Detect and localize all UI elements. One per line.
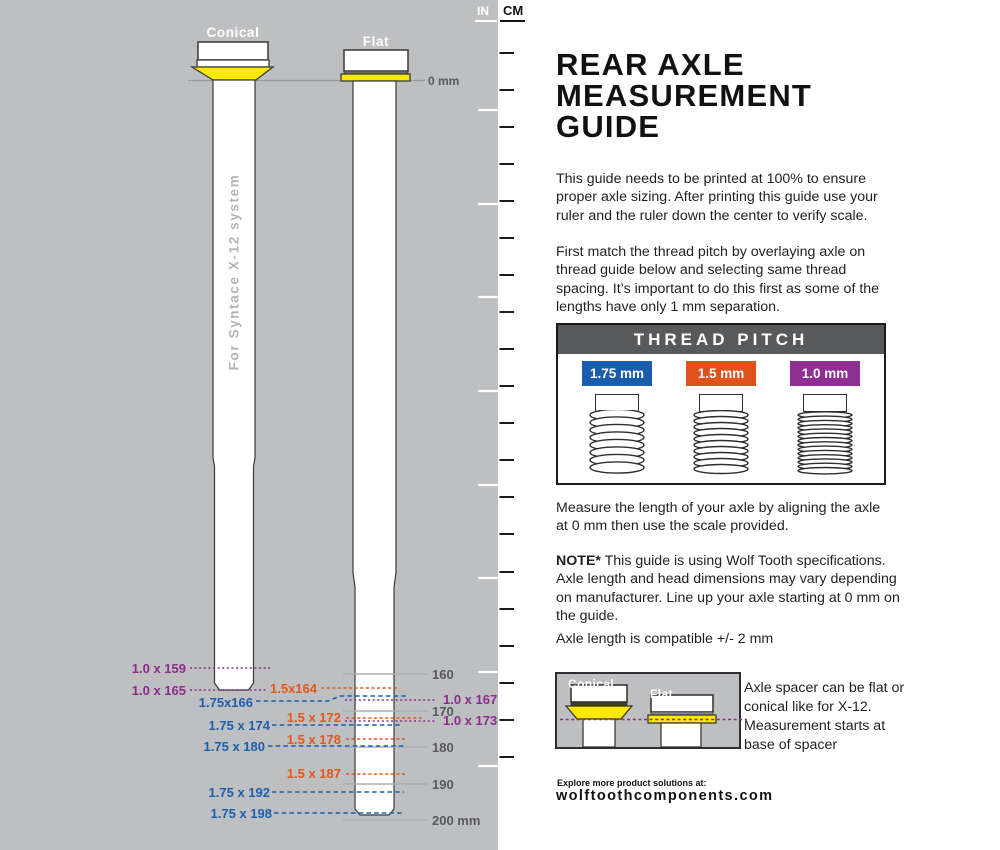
note-label: NOTE* [556,553,601,569]
conical-axle-label: Conical [206,25,260,40]
ruler-inch-label: IN [477,4,489,18]
spacer-description: Axle spacer can be flat or conical like … [744,680,905,753]
zero-mm-label: 0 mm [428,74,460,88]
note-text: This guide is using Wolf Tooth specifica… [556,553,900,624]
measure-1.0x173: 1.0 x 173 [443,713,498,728]
thread-match-paragraph: First match the thread pitch by overlayi… [556,244,880,315]
measure-1.75x166: 1.75x166 [198,695,253,710]
bolt-threads-1.75-icon [589,410,645,474]
thread-badges-row: 1.75 mm 1.5 mm 1.0 mm [558,354,884,480]
note-paragraph: NOTE* This guide is using Wolf Tooth spe… [556,552,900,625]
ruler-cm-label: CM [503,3,524,18]
ruler-inch-underline [475,20,497,22]
footer-tagline: Explore more product solutions at: [557,778,707,788]
thread-pitch-title: THREAD PITCH [558,325,884,354]
flat-shaft [352,80,397,816]
measure-1.0x159: 1.0 x 159 [131,661,186,676]
intro-paragraph: This guide needs to be printed at 100% t… [556,171,878,224]
measure-1.5x178: 1.5 x 178 [286,732,341,747]
scale-mark-170: 170 [432,704,454,719]
thread-col-175: 1.75 mm [568,361,666,480]
compatibility-paragraph: Axle length is compatible +/- 2 mm [556,631,774,647]
measure-1.75x192: 1.75 x 192 [208,785,270,800]
measure-1.75x180: 1.75 x 180 [203,739,265,754]
scale-mark-160: 160 [432,667,454,682]
scale-mark-180: 180 [432,740,454,755]
flat-spacer [340,73,411,82]
measure-1.5x172: 1.5 x 172 [286,710,341,725]
bolt-threads-1.5-icon [693,410,749,475]
mm-scale-ticks [343,673,428,821]
page-title: REAR AXLE MEASUREMENT GUIDE [556,47,813,144]
measure-1.0x165: 1.0 x 165 [131,683,186,698]
footer-website[interactable]: wolftoothcomponents.com [556,788,774,804]
mini-flat-label: Flat [650,687,673,701]
flat-axle-label: Flat [362,34,390,49]
conical-shaft [212,79,256,691]
scale-mark-190: 190 [432,777,454,792]
spacer-diagram [560,684,747,748]
cm-ruler-ticks [499,52,514,758]
purple-measure-lines [190,667,437,722]
blue-measure-lines [256,695,407,814]
thread-badge-1.75mm: 1.75 mm [582,361,652,386]
mini-conical-label: Conical [568,677,615,691]
thread-badge-1.0mm: 1.0 mm [790,361,860,386]
thread-badge-1.5mm: 1.5 mm [686,361,756,386]
measure-1.5x187: 1.5 x 187 [286,766,341,781]
ruler-cm-underline [500,20,525,22]
mini-conical-spacer [564,705,634,720]
syntace-shaft-text: For Syntace X-12 system [226,173,242,371]
conical-spacer [189,66,275,81]
measure-1.5x164: 1.5x164 [270,681,317,696]
spacer-example-box [555,672,747,749]
thread-col-15: 1.5 mm [672,361,770,480]
measure-1.75x174: 1.75 x 174 [208,718,270,733]
measure-1.0x167: 1.0 x 167 [443,692,498,707]
axle-diagram [188,41,514,821]
measure-1.75x198: 1.75 x 198 [210,806,272,821]
scale-mark-200: 200 mm [432,813,481,828]
bolt-threads-1.0-icon [797,411,853,475]
measure-length-paragraph: Measure the length of your axle by align… [556,500,881,535]
thread-col-10: 1.0 mm [776,361,874,480]
thread-pitch-panel: THREAD PITCH 1.75 mm 1.5 mm 1.0 mm [556,323,886,485]
conical-axle [189,41,275,691]
inch-ruler-ticks [478,108,498,768]
flat-axle [340,49,411,816]
orange-measure-lines [321,687,422,775]
